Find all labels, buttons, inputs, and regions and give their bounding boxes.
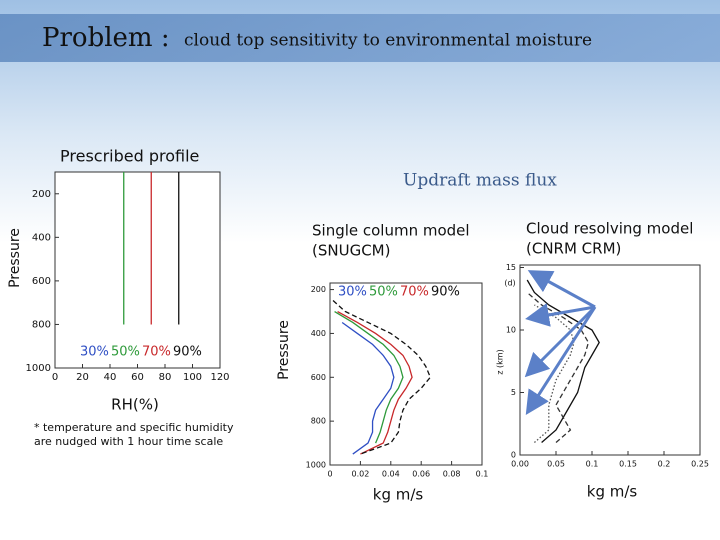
legend-entry: 30% [338,285,367,300]
x-tick-label: 0.02 [351,470,369,479]
x-tick-label: 80 [159,372,172,383]
x-tick-label: 0.2 [658,460,671,469]
y-axis-label: Pressure [276,320,292,380]
data-line [533,304,575,443]
y-axis-label: Pressure [7,228,23,288]
y-tick-label: 15 [506,263,516,272]
legend-entry: 30% [80,345,109,360]
y-tick-label: 600 [311,373,326,382]
data-line [526,292,590,443]
label: Single column model [312,222,470,240]
title: Problem : [42,23,170,53]
plot-frame [54,171,221,369]
note: * temperature and specific humidity [34,421,234,434]
y-tick-label: 1000 [26,363,51,374]
data-line [337,310,413,455]
legend-entry: 70% [400,285,429,300]
arrow [524,305,597,378]
legend-entry: 90% [173,345,202,360]
legend-entry: 50% [111,345,140,360]
legend-entry: 70% [142,345,171,360]
label: Updraft mass flux [403,171,557,191]
x-axis-label: kg m/s [587,483,638,501]
legend-entry: 90% [431,285,460,300]
x-tick-label: 0.15 [619,460,637,469]
y-tick-label: 10 [506,326,516,335]
x-tick-label: 0.06 [412,470,430,479]
x-tick-label: 40 [104,372,117,383]
arrow [527,270,596,309]
arrow [525,306,597,416]
label: Prescribed profile [60,147,199,166]
panel-label: (d) [504,279,515,288]
arrows [524,270,597,416]
y-tick-label: 5 [511,388,516,397]
x-tick-label: 0.1 [476,470,489,479]
subtitle: cloud top sensitivity to environmental m… [184,31,592,51]
label: (SNUGCM) [312,242,390,260]
x-tick-label: 20 [76,372,89,383]
y-tick-label: 0 [511,451,516,460]
y-axis-label: z (km) [496,349,505,374]
plot-frame [329,282,483,466]
y-tick-label: 400 [32,232,51,243]
x-tick-label: 100 [183,372,202,383]
x-axis-label: kg m/s [373,486,424,504]
y-tick-label: 600 [32,276,51,287]
y-tick-label: 200 [311,285,326,294]
y-tick-label: 400 [311,329,326,338]
note: are nudged with 1 hour time scale [34,435,223,448]
arrow [525,303,596,327]
x-tick-label: 0.00 [511,460,529,469]
legend-entry: 50% [369,285,398,300]
y-tick-label: 1000 [306,461,326,470]
y-tick-label: 200 [32,189,51,200]
data-line [341,321,395,455]
x-tick-label: 0.05 [547,460,565,469]
label: Cloud resolving model [526,220,693,238]
x-tick-label: 120 [210,372,229,383]
x-tick-label: 60 [131,372,144,383]
title-band [0,14,720,62]
x-tick-label: 0.1 [586,460,599,469]
x-tick-label: 0 [52,372,58,383]
x-tick-label: 0 [327,470,332,479]
x-axis-label: RH(%) [111,396,159,414]
y-tick-label: 800 [311,417,326,426]
y-tick-label: 800 [32,319,51,330]
label: (CNRM CRM) [526,240,621,258]
data-line [526,279,600,443]
data-line [332,300,432,455]
x-tick-label: 0.25 [691,460,709,469]
x-tick-label: 0.04 [382,470,400,479]
data-line [334,310,404,444]
plot-frame [519,264,701,456]
x-tick-label: 0.08 [443,470,461,479]
